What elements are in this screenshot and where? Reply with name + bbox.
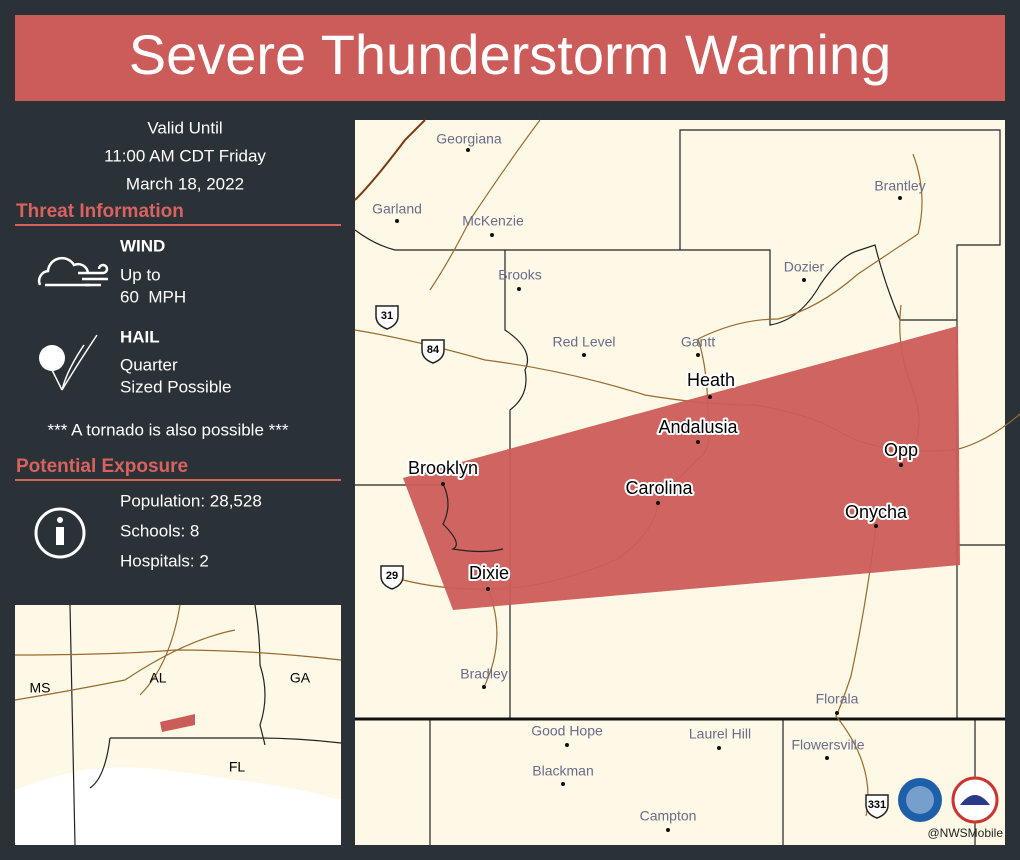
place-dot	[582, 353, 586, 357]
place-dot	[490, 233, 494, 237]
hail-icon	[39, 334, 98, 391]
place-label: Brooklyn	[408, 458, 478, 478]
threat-detail: Quarter	[120, 355, 178, 374]
place-dot	[561, 782, 565, 786]
place-dot	[825, 756, 829, 760]
place-label: Dozier	[784, 259, 825, 275]
place-label: Onycha	[845, 502, 908, 522]
place-dot	[899, 463, 903, 467]
place-dot	[898, 196, 902, 200]
place-label: Garland	[372, 201, 422, 217]
tornado-note: *** A tornado is also possible ***	[48, 420, 289, 439]
place-label: Red Level	[552, 334, 615, 350]
state-label: MS	[30, 680, 51, 696]
wind-icon	[37, 256, 109, 287]
place-label: Good Hope	[531, 723, 603, 739]
section-heading: Potential Exposure	[16, 456, 188, 477]
highway-shield	[421, 339, 445, 364]
state-label: FL	[229, 759, 246, 775]
threat-detail: Sized Possible	[120, 377, 232, 396]
place-label: Dixie	[469, 563, 509, 583]
place-label: Georgiana	[436, 131, 502, 147]
place-label: Florala	[816, 691, 859, 707]
place-label: McKenzie	[462, 213, 524, 229]
highway-number: 84	[427, 344, 440, 356]
highway-shield	[380, 565, 404, 590]
exposure-line: Schools: 8	[120, 521, 199, 540]
main-map	[354, 119, 1020, 845]
place-label: Gantt	[681, 334, 715, 350]
highway-shield	[375, 305, 399, 330]
info-icon	[34, 507, 86, 559]
place-dot	[835, 711, 839, 715]
place-dot	[802, 278, 806, 282]
place-label: Blackman	[532, 763, 593, 779]
valid-text: 11:00 AM CDT Friday	[104, 146, 266, 165]
state-label: AL	[149, 670, 166, 686]
place-dot	[395, 219, 399, 223]
place-dot	[696, 353, 700, 357]
title: Severe Thunderstorm Warning	[129, 23, 892, 86]
place-dot	[666, 828, 670, 832]
place-dot	[486, 587, 490, 591]
valid-text: Valid Until	[147, 118, 222, 137]
place-dot	[656, 501, 660, 505]
threat-label: HAIL	[120, 327, 160, 346]
place-dot	[708, 395, 712, 399]
place-dot	[517, 287, 521, 291]
place-dot	[565, 743, 569, 747]
section-heading: Threat Information	[16, 201, 184, 222]
threat-label: WIND	[120, 236, 165, 255]
valid-text: March 18, 2022	[126, 174, 244, 193]
place-dot	[717, 746, 721, 750]
place-label: Brooks	[498, 267, 542, 283]
place-label: Laurel Hill	[689, 726, 751, 742]
place-label: Bradley	[460, 666, 507, 682]
highway-number: 31	[381, 310, 393, 322]
place-dot	[466, 148, 470, 152]
title-bar	[15, 15, 1005, 101]
place-label: Campton	[640, 808, 697, 824]
place-label: Opp	[884, 440, 918, 460]
place-label: Flowersville	[791, 737, 864, 753]
credit: @NWSMobile	[927, 826, 1003, 840]
place-label: Andalusia	[658, 417, 738, 437]
place-dot	[482, 685, 486, 689]
highway-number: 331	[868, 799, 886, 811]
noaa-logo	[898, 776, 999, 824]
exposure-line: Population: 28,528	[120, 491, 262, 510]
highway-shield	[865, 794, 889, 819]
place-label: Brantley	[874, 178, 925, 194]
state-label: GA	[290, 670, 311, 686]
place-dot	[874, 524, 878, 528]
place-label: Heath	[687, 370, 735, 390]
warning-polygon	[403, 326, 960, 610]
place-dot	[696, 440, 700, 444]
place-label: Carolina	[625, 478, 693, 498]
inset-map: MS AL GA FL	[14, 604, 342, 846]
threat-detail: 60 MPH	[120, 287, 186, 306]
exposure-line: Hospitals: 2	[120, 551, 209, 570]
place-dot	[441, 482, 445, 486]
highway-number: 29	[386, 570, 398, 582]
threat-detail: Up to	[120, 265, 161, 284]
